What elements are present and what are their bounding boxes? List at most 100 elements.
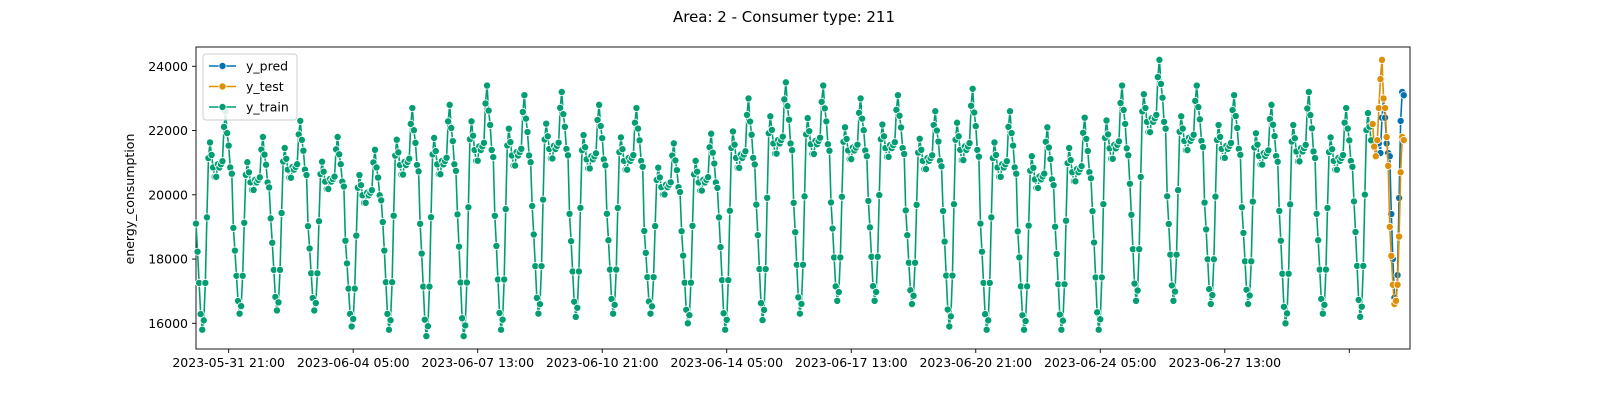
data-point (262, 160, 271, 169)
data-point (224, 141, 233, 150)
data-point (1015, 253, 1024, 262)
data-point (1376, 75, 1385, 84)
data-point (1066, 156, 1075, 165)
data-point (610, 300, 619, 309)
y-tick-label: 24000 (148, 59, 188, 74)
data-point (191, 219, 200, 228)
legend-item-y-test: y_test (209, 79, 284, 94)
data-point (842, 134, 851, 143)
data-point (601, 161, 610, 170)
data-point (612, 265, 621, 274)
data-point (1354, 295, 1363, 304)
data-point (911, 258, 920, 267)
data-point (314, 217, 323, 226)
data-point (497, 325, 506, 334)
data-point (324, 184, 333, 193)
data-point (1088, 207, 1097, 216)
data-point (319, 167, 328, 176)
data-point (772, 149, 781, 158)
data-point (641, 248, 650, 257)
data-point (1027, 152, 1036, 161)
data-point (915, 134, 924, 143)
data-point (912, 200, 921, 209)
data-point (654, 163, 663, 172)
data-point (1314, 236, 1323, 245)
data-point (968, 84, 977, 93)
data-point (1044, 143, 1053, 152)
data-point (648, 302, 657, 311)
data-point (1102, 116, 1111, 125)
data-point (484, 106, 493, 115)
data-point (901, 206, 910, 215)
data-point (1396, 168, 1405, 177)
data-point (805, 127, 814, 136)
data-point (537, 262, 546, 271)
data-point (797, 299, 806, 308)
data-point (483, 81, 492, 90)
data-point (1082, 134, 1091, 143)
data-point (1231, 112, 1240, 121)
data-point (602, 209, 611, 218)
data-point (556, 103, 565, 112)
data-point (1122, 144, 1131, 153)
data-point (1116, 99, 1125, 108)
data-point (201, 278, 210, 287)
data-point (416, 219, 425, 228)
data-point (1371, 152, 1380, 161)
data-point (730, 140, 739, 149)
y-tick-label: 16000 (148, 316, 188, 331)
data-point (996, 172, 1005, 181)
data-point (1024, 221, 1033, 230)
data-point (361, 198, 370, 207)
data-point (1368, 120, 1377, 129)
data-point (749, 153, 758, 162)
data-point (623, 165, 632, 174)
x-tick-label: 2023-06-17 13:00 (795, 355, 908, 370)
data-point (917, 145, 926, 154)
data-point (1245, 291, 1254, 300)
data-point (1046, 155, 1055, 164)
data-point (249, 185, 258, 194)
data-point (609, 309, 618, 318)
data-point (1052, 249, 1061, 258)
data-point (1363, 109, 1372, 118)
data-point (1057, 325, 1066, 334)
data-point (349, 314, 358, 323)
data-point (1206, 300, 1215, 309)
data-point (1006, 107, 1015, 116)
data-point (828, 224, 837, 233)
data-point (534, 309, 543, 318)
data-point (305, 244, 314, 253)
data-point (1183, 146, 1192, 155)
data-point (1345, 136, 1354, 145)
data-point (230, 246, 239, 255)
y-tick-label: 18000 (148, 252, 188, 267)
data-point (445, 100, 454, 109)
data-point (943, 305, 952, 314)
data-point (859, 126, 868, 135)
data-point (406, 119, 415, 128)
data-point (425, 282, 434, 291)
data-point (498, 315, 507, 324)
data-point (865, 223, 874, 232)
data-point (921, 165, 930, 174)
data-point (585, 164, 594, 173)
data-point (1161, 124, 1170, 133)
data-point (1289, 121, 1298, 130)
data-point (1379, 94, 1388, 103)
data-point (685, 311, 694, 320)
data-point (1135, 245, 1144, 254)
data-point (276, 265, 285, 274)
data-point (949, 200, 958, 209)
data-point (794, 293, 803, 302)
data-point (350, 284, 359, 293)
data-point (487, 145, 496, 154)
data-point (448, 137, 457, 146)
data-point (1133, 286, 1142, 295)
data-point (554, 138, 563, 147)
data-point (355, 171, 364, 180)
data-point (1373, 136, 1382, 145)
data-point (632, 104, 641, 113)
data-point (1396, 116, 1405, 125)
